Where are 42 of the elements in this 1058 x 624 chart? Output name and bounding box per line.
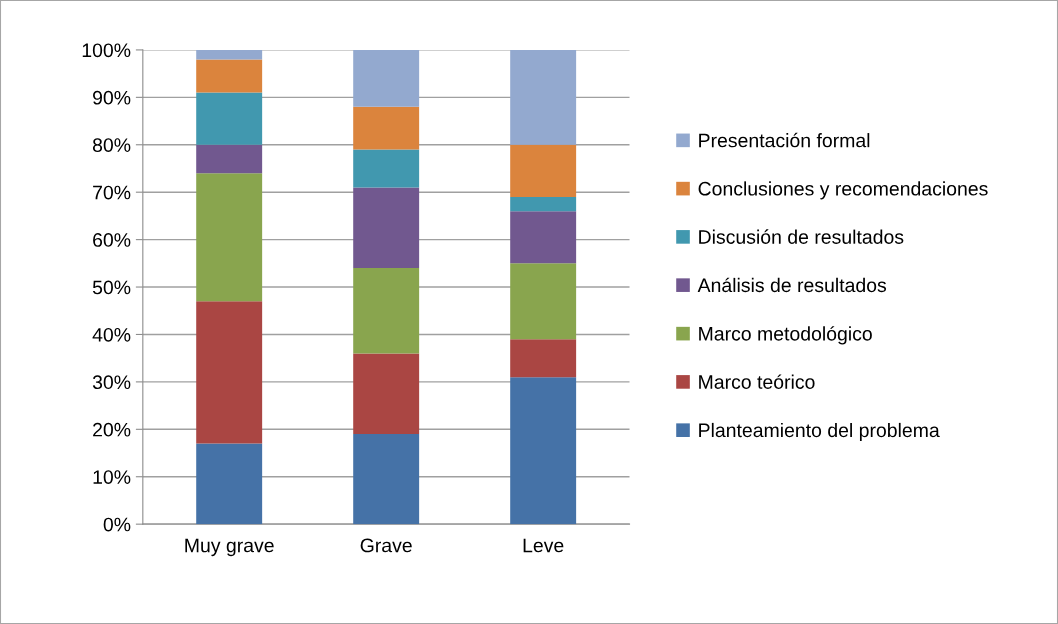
- legend-label: Marco metodológico: [699, 326, 872, 345]
- y-tick-label: 20%: [93, 422, 131, 437]
- bar: [353, 49, 420, 107]
- y-tick-label: 100%: [82, 43, 131, 58]
- y-tick-label: 0%: [103, 517, 131, 532]
- legend-label: Discusión de resultados: [699, 229, 904, 244]
- bar: [196, 144, 263, 174]
- y-tick-label: 60%: [93, 233, 131, 247]
- bar: [510, 49, 577, 145]
- bar: [353, 268, 420, 354]
- bar: [510, 196, 577, 212]
- legend-label: Marco teórico: [699, 374, 815, 389]
- bar: [196, 301, 263, 444]
- y-tick-label: 10%: [93, 470, 131, 484]
- x-tick-label: Grave: [360, 538, 412, 553]
- bar: [196, 59, 263, 93]
- x-tick-label: Leve: [523, 538, 564, 553]
- y-tick-label: 90%: [93, 90, 131, 105]
- legend-label: Análisis de resultados: [697, 277, 887, 293]
- bar: [510, 144, 577, 197]
- y-tick-label: 80%: [92, 138, 131, 152]
- y-tick-label: 30%: [92, 375, 131, 390]
- legend-label: Conclusiones y recomendaciones: [698, 181, 988, 200]
- bar: [510, 377, 577, 525]
- bar: [510, 211, 577, 264]
- bar: [353, 187, 420, 269]
- bar: [196, 92, 263, 145]
- bar: [510, 339, 577, 378]
- bar: [353, 434, 420, 525]
- bar: [510, 263, 577, 340]
- bar: [196, 49, 263, 60]
- bar: [353, 106, 420, 150]
- y-tick-label: 40%: [92, 327, 131, 342]
- legend-label: Planteamiento del problema: [699, 422, 940, 442]
- legend-label: Presentación formal: [699, 132, 870, 148]
- y-tick-label: 70%: [93, 185, 131, 200]
- bar: [353, 149, 420, 188]
- bar: [196, 443, 263, 525]
- y-tick-label: 50%: [92, 280, 131, 295]
- x-tick-label: Muy grave: [185, 538, 274, 557]
- bar: [353, 353, 420, 435]
- bar: [196, 173, 263, 302]
